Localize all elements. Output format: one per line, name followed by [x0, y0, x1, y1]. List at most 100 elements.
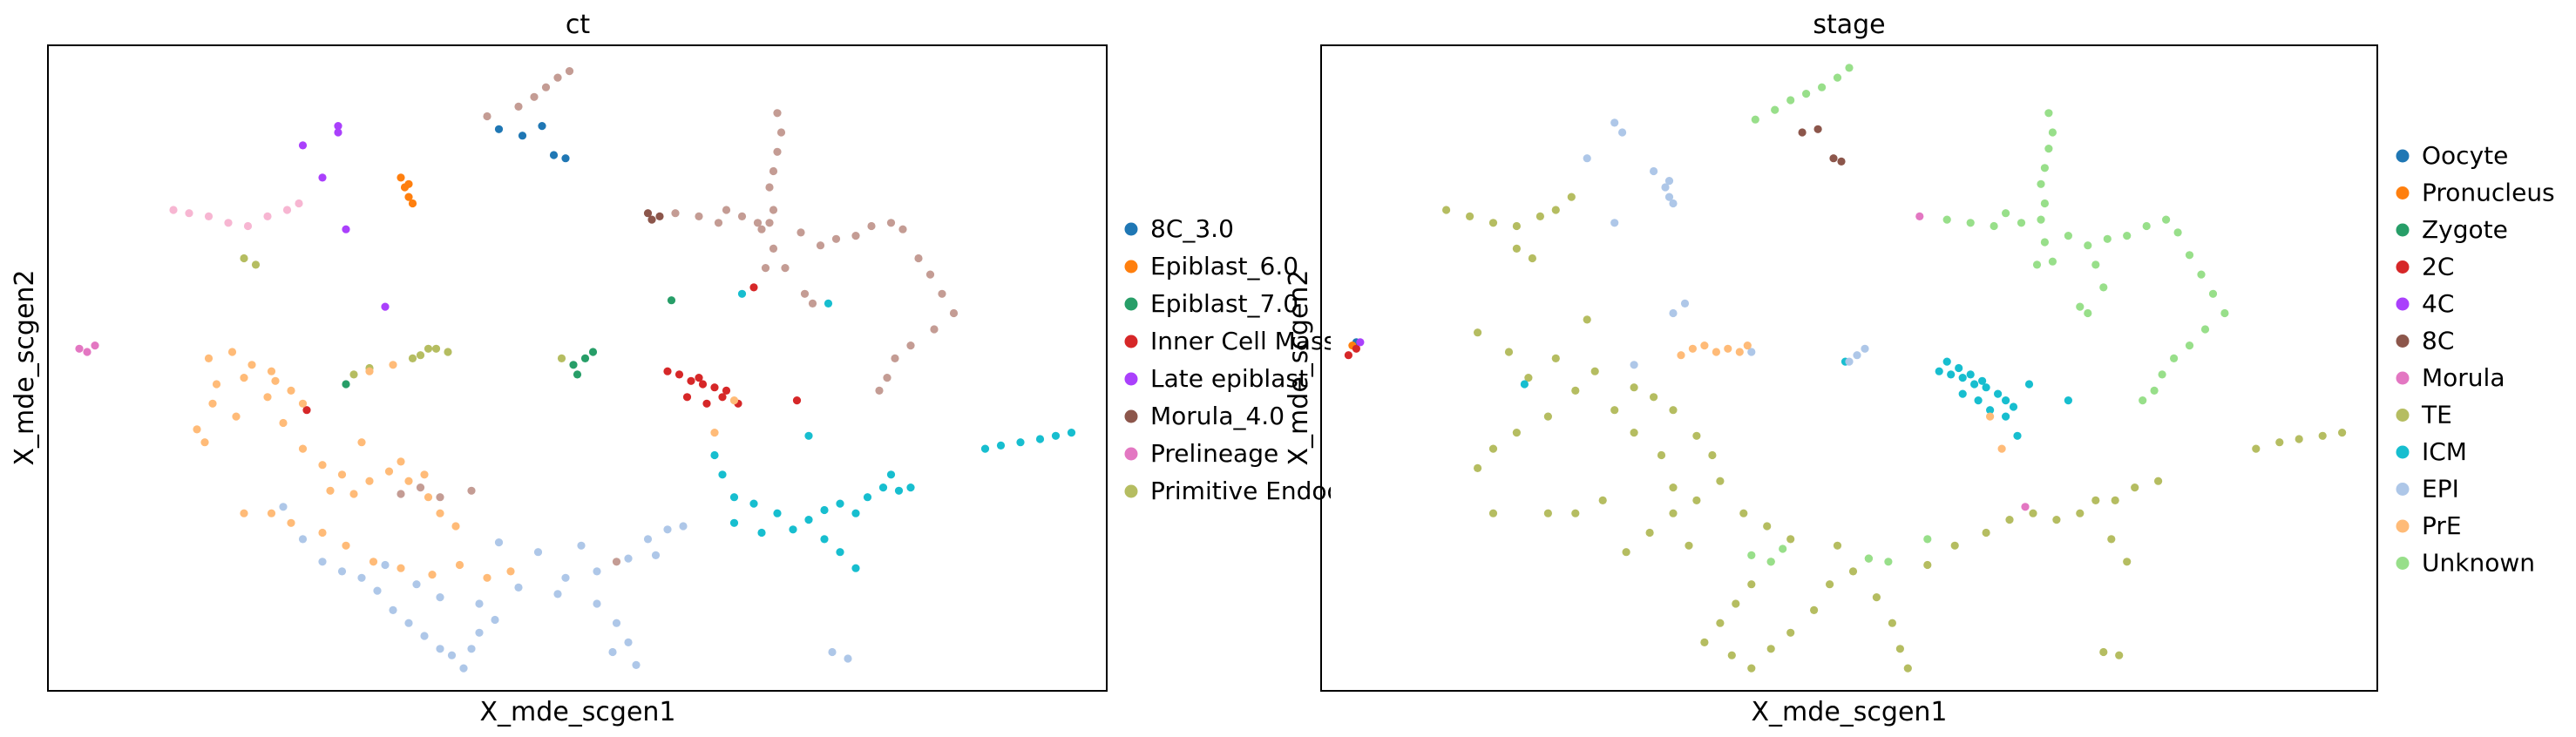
- point-unlabeled-1-20: [671, 209, 680, 218]
- legend-marker-inner-cell-mass: [1124, 335, 1138, 348]
- point-te-79: [1583, 315, 1591, 324]
- point-2c-1: [1352, 344, 1360, 353]
- point-inner-cell-mass-13: [718, 393, 727, 402]
- point-te-66: [2275, 438, 2284, 447]
- point-unlabeled-1-10: [765, 183, 774, 192]
- point-unlabeled-4-30: [632, 660, 641, 670]
- panel-ct-title: ct: [566, 10, 590, 40]
- point-unlabeled-5-22: [1016, 438, 1025, 447]
- point-unlabeled-4-22: [624, 554, 633, 563]
- point-unlabeled-5-1: [718, 470, 727, 479]
- point-unlabeled-1-8: [773, 147, 782, 156]
- point-te-56: [2076, 509, 2085, 517]
- legend-label-morula: Morula: [2422, 363, 2505, 392]
- legend-label-pronucleus: Pronucleus: [2422, 179, 2555, 207]
- point-te-20: [1622, 548, 1630, 557]
- point-unlabeled-3-42: [729, 396, 739, 405]
- point-8c-3-0-3: [549, 151, 559, 159]
- point-unlabeled-5-4: [773, 509, 782, 517]
- point-unknown-29: [2185, 251, 2194, 260]
- point-unlabeled-3-43: [710, 429, 719, 437]
- point-unlabeled-5-25: [1067, 429, 1076, 437]
- point-unlabeled-1-19: [757, 225, 766, 233]
- legend-marker-epi: [2396, 483, 2410, 496]
- point-te-45: [1848, 567, 1858, 576]
- point-te-40: [1747, 664, 1756, 673]
- point-unlabeled-5-23: [1035, 435, 1045, 443]
- point-unlabeled-3-0: [204, 354, 214, 362]
- point-unknown-47: [1884, 558, 1893, 566]
- point-te-11: [1630, 383, 1638, 392]
- point-epi-11: [1861, 344, 1869, 353]
- point-unknown-14: [2040, 238, 2049, 247]
- point-epi-7: [1583, 154, 1591, 163]
- point-primitive-endoderm-9: [557, 354, 566, 362]
- point-unlabeled-4-12: [475, 628, 484, 637]
- point-te-52: [1982, 528, 1990, 538]
- point-te-68: [2318, 431, 2327, 440]
- point-morula-4-0-0: [643, 209, 653, 218]
- point-morula-4-0-1: [647, 215, 656, 224]
- point-te-49: [1903, 664, 1912, 673]
- panel-ct-points: [75, 67, 1076, 673]
- point-unlabeled-5-21: [996, 441, 1006, 450]
- point-unknown-42: [2084, 308, 2092, 318]
- legend-marker-morula: [2396, 371, 2410, 385]
- point-te-3: [1512, 221, 1521, 231]
- point-unlabeled-5-10: [863, 493, 872, 502]
- point-epi-14: [1630, 361, 1638, 369]
- point-unlabeled-3-41: [271, 376, 280, 385]
- point-unlabeled-5-15: [851, 564, 860, 572]
- legend-marker-2c: [2396, 260, 2410, 274]
- point-unlabeled-3-2: [208, 399, 217, 408]
- point-morula-0: [1915, 212, 1924, 220]
- point-te-30: [1657, 450, 1666, 460]
- point-te-2: [1488, 219, 1498, 227]
- point-unlabeled-3-8: [287, 386, 295, 395]
- point-te-63: [1543, 509, 1552, 517]
- point-unlabeled-3-7: [267, 367, 276, 375]
- point-te-23: [1512, 429, 1521, 437]
- legend-label-unknown: Unknown: [2422, 549, 2535, 578]
- point-unlabeled-5-16: [757, 528, 766, 538]
- point-unlabeled-1-23: [797, 228, 805, 237]
- point-unlabeled-1-1: [514, 102, 523, 111]
- point-8c-0: [1798, 128, 1807, 137]
- legend-label-primitive-endoderm: Primitive Endoderm: [1150, 477, 1391, 505]
- point-unlabeled-3-24: [420, 470, 429, 479]
- point-epiblast-6-0-3: [408, 199, 417, 208]
- point-te-54: [2029, 509, 2037, 517]
- point-unlabeled-5-2: [729, 493, 739, 502]
- point-unlabeled-1-31: [925, 270, 935, 279]
- point-4c-0: [1356, 338, 1365, 347]
- point-unlabeled-1-26: [851, 232, 860, 240]
- point-te-36: [1732, 599, 1740, 608]
- point-unlabeled-4-7: [420, 632, 429, 640]
- panel-ct-ylabel: X_mde_scgen2: [10, 270, 40, 466]
- point-te-69: [2338, 429, 2347, 437]
- point-unknown-41: [2076, 302, 2085, 311]
- point-unlabeled-2-2: [224, 219, 233, 227]
- point-unlabeled-4-11: [467, 645, 476, 653]
- point-unlabeled-1-45: [612, 558, 621, 566]
- point-unlabeled-1-44: [397, 490, 405, 498]
- panel-ct-frame: [47, 44, 1108, 692]
- point-te-16: [1716, 477, 1725, 485]
- point-unlabeled-3-32: [397, 564, 405, 572]
- point-pre-3: [1724, 344, 1732, 353]
- point-te-28: [1610, 406, 1619, 415]
- panel-stage-xlabel: X_mde_scgen1: [1752, 697, 1948, 727]
- point-te-19: [1645, 528, 1654, 538]
- point-unlabeled-4-25: [663, 525, 672, 534]
- point-unlabeled-3-26: [240, 509, 248, 517]
- legend-label-morula-4-0: Morula_4.0: [1150, 402, 1285, 430]
- point-icm-9: [2002, 396, 2010, 405]
- point-unlabeled-3-34: [455, 560, 464, 570]
- point-unlabeled-3-4: [200, 438, 209, 447]
- point-unlabeled-3-23: [451, 522, 460, 531]
- point-icm-1: [1947, 370, 1956, 379]
- legend-label-inner-cell-mass: Inner Cell Mass: [1150, 327, 1336, 355]
- point-unlabeled-2-3: [243, 221, 253, 231]
- point-unlabeled-2-0: [185, 209, 193, 218]
- point-unknown-36: [2158, 370, 2166, 379]
